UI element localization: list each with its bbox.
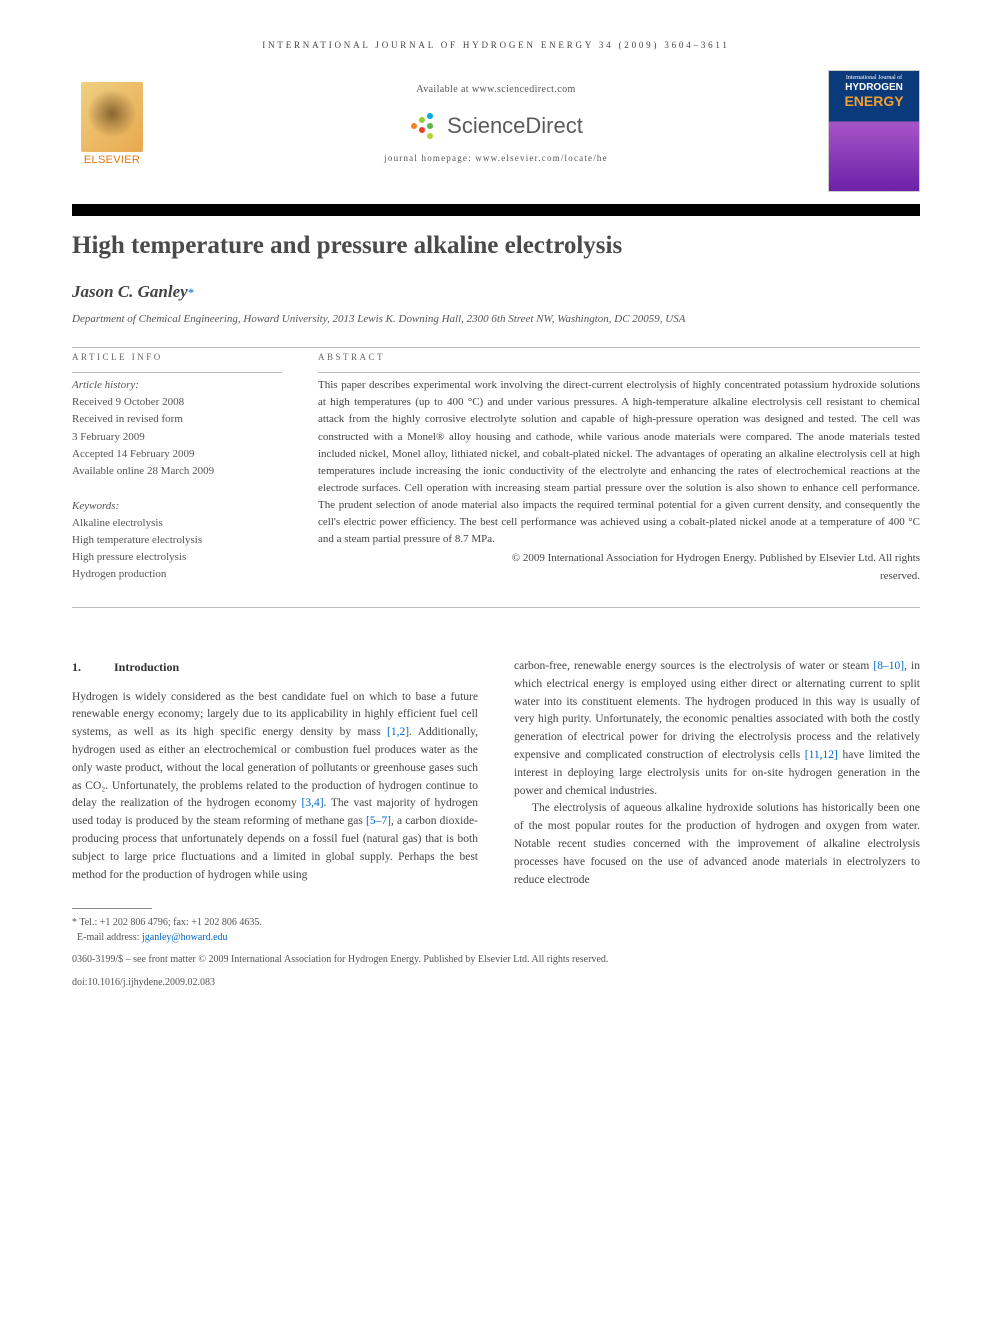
copyright-line-1: © 2009 International Association for Hyd… — [318, 550, 920, 567]
divider — [72, 607, 920, 608]
body-paragraph: The electrolysis of aqueous alkaline hyd… — [514, 800, 920, 889]
journal-homepage-text: journal homepage: www.elsevier.com/locat… — [72, 153, 920, 163]
elsevier-label: ELSEVIER — [72, 154, 152, 166]
available-at-text: Available at www.sciencedirect.com — [72, 84, 920, 95]
article-info-heading: ARTICLE INFO — [72, 352, 282, 362]
cover-energy-text: ENERGY — [829, 93, 919, 109]
keyword-item: High temperature electrolysis — [72, 532, 282, 549]
running-header: INTERNATIONAL JOURNAL OF HYDROGEN ENERGY… — [72, 40, 920, 50]
author-affiliation: Department of Chemical Engineering, Howa… — [72, 312, 920, 327]
cover-hydrogen-text: HYDROGEN — [829, 82, 919, 93]
elsevier-logo: ELSEVIER — [72, 82, 152, 166]
sciencedirect-dots-icon — [409, 111, 439, 141]
history-accepted: Accepted 14 February 2009 — [72, 446, 282, 463]
article-history: Article history: Received 9 October 2008… — [72, 377, 282, 479]
divider — [318, 372, 920, 373]
history-online: Available online 28 March 2009 — [72, 463, 282, 480]
section-heading: 1.Introduction — [72, 658, 478, 677]
article-info-column: ARTICLE INFO Article history: Received 9… — [72, 352, 282, 601]
cover-top-text: International Journal of — [829, 71, 919, 82]
keyword-item: Hydrogen production — [72, 566, 282, 583]
journal-cover-thumbnail: International Journal of HYDROGEN ENERGY — [828, 70, 920, 192]
email-label: E-mail address: — [77, 932, 142, 943]
sciencedirect-text: ScienceDirect — [447, 113, 583, 139]
history-label: Article history: — [72, 377, 282, 394]
author-text: Jason C. Ganley — [72, 282, 188, 301]
keyword-item: Alkaline electrolysis — [72, 515, 282, 532]
body-paragraph: carbon-free, renewable energy sources is… — [514, 658, 920, 801]
email-link[interactable]: jganley@howard.edu — [142, 932, 228, 943]
body-columns: 1.Introduction Hydrogen is widely consid… — [72, 658, 920, 946]
divider — [72, 372, 282, 373]
corresponding-author-mark: * — [188, 285, 195, 300]
doi-line: doi:10.1016/j.ijhydene.2009.02.083 — [72, 976, 920, 991]
keywords-label: Keywords: — [72, 498, 282, 515]
divider — [72, 347, 920, 348]
body-column-right: carbon-free, renewable energy sources is… — [514, 658, 920, 946]
reference-link[interactable]: [11,12] — [805, 749, 838, 761]
author-name: Jason C. Ganley* — [72, 282, 920, 302]
sciencedirect-logo: ScienceDirect — [72, 111, 920, 141]
copyright-line-2: reserved. — [318, 568, 920, 585]
footnote-email: E-mail address: jganley@howard.edu — [72, 930, 478, 945]
reference-link[interactable]: [3,4] — [301, 797, 323, 809]
reference-link[interactable]: [5–7] — [366, 815, 391, 827]
section-title: Introduction — [114, 660, 179, 674]
history-revised-1: Received in revised form — [72, 411, 282, 428]
body-column-left: 1.Introduction Hydrogen is widely consid… — [72, 658, 478, 946]
elsevier-tree-icon — [81, 82, 143, 152]
front-matter-line: 0360-3199/$ – see front matter © 2009 In… — [72, 953, 920, 968]
abstract-column: ABSTRACT This paper describes experiment… — [318, 352, 920, 601]
section-number: 1. — [72, 658, 114, 677]
abstract-text: This paper describes experimental work i… — [318, 377, 920, 547]
history-received: Received 9 October 2008 — [72, 394, 282, 411]
footnote-separator — [72, 908, 152, 909]
abstract-heading: ABSTRACT — [318, 352, 920, 362]
keyword-item: High pressure electrolysis — [72, 549, 282, 566]
keywords-block: Keywords: Alkaline electrolysis High tem… — [72, 498, 282, 583]
article-title: High temperature and pressure alkaline e… — [72, 232, 920, 260]
separator-bar — [72, 204, 920, 216]
journal-header: ELSEVIER Available at www.sciencedirect.… — [72, 70, 920, 200]
reference-link[interactable]: [1,2] — [387, 726, 409, 738]
footnote-contact: * Tel.: +1 202 806 4796; fax: +1 202 806… — [72, 915, 478, 930]
history-revised-2: 3 February 2009 — [72, 429, 282, 446]
body-paragraph: Hydrogen is widely considered as the bes… — [72, 689, 478, 885]
reference-link[interactable]: [8–10] — [873, 660, 904, 672]
